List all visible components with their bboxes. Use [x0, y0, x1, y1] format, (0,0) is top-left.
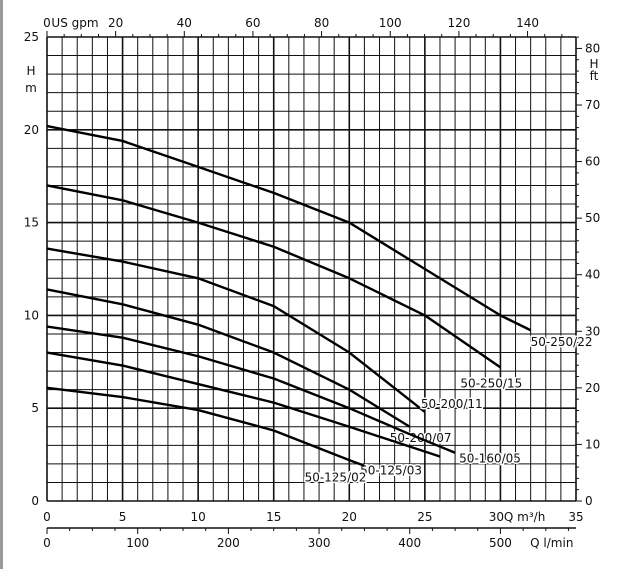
curve-label: 50-160/05 — [459, 452, 521, 466]
curve-50-160-05 — [46, 325, 456, 454]
gpm-tick-label: 40 — [177, 16, 192, 30]
ft-tick-label: 80 — [585, 41, 600, 55]
gpm-tick-label: 100 — [379, 16, 402, 30]
gpm-tick-label: 20 — [108, 16, 123, 30]
curve-label: 50-125/02 — [305, 471, 367, 485]
x-tick-label: 5 — [119, 510, 127, 524]
y-tick-label: 25 — [24, 30, 39, 44]
curve-label: 50-250/22 — [531, 335, 593, 349]
y-tick-label: 15 — [24, 216, 39, 230]
curve-50-250-22 — [46, 124, 532, 332]
ft-tick-label: 60 — [585, 155, 600, 169]
gpm-tick-label: 60 — [245, 16, 260, 30]
gpm-tick-label: 140 — [516, 16, 539, 30]
x-tick-label: 30 — [489, 510, 504, 524]
ft-tick-label: 0 — [585, 494, 593, 508]
y-tick-label: 0 — [31, 494, 39, 508]
y-tick-label: 10 — [24, 308, 39, 322]
curve-50-200-11 — [46, 247, 426, 413]
curve-label: 50-200/11 — [421, 397, 483, 411]
x-tick-label: 25 — [417, 510, 432, 524]
curve-label: 50-250/15 — [460, 376, 522, 390]
gpm-tick-label: 0 — [43, 16, 51, 30]
lmin-tick-label: 500 — [489, 536, 512, 550]
curve-50-125-03 — [46, 351, 441, 458]
x-tick-label: 20 — [342, 510, 357, 524]
x-tick-label: 35 — [568, 510, 583, 524]
ft-tick-label: 30 — [585, 324, 600, 338]
y-tick-label: 20 — [24, 123, 39, 137]
y-axis-label: H — [26, 64, 35, 78]
y-tick-label: 5 — [31, 401, 39, 415]
lmin-tick-label: 100 — [126, 536, 149, 550]
lmin-tick-label: 300 — [308, 536, 331, 550]
gpm-tick-label: 120 — [447, 16, 470, 30]
x-tick-label: 0 — [43, 510, 51, 524]
gpm-axis-label: US gpm — [51, 16, 98, 30]
x-axis-label: Q m³/h — [504, 510, 545, 524]
lmin-axis-label: Q l/min — [530, 536, 573, 550]
lmin-tick-label: 200 — [217, 536, 240, 550]
x-tick-label: 10 — [191, 510, 206, 524]
right-axis-label: H — [589, 57, 598, 71]
curve-50-200-07 — [46, 288, 411, 428]
curve-label: 50-125/03 — [360, 463, 422, 477]
gpm-tick-label: 80 — [314, 16, 329, 30]
curve-50-250-15 — [46, 184, 502, 369]
right-axis-unit: ft — [590, 69, 599, 83]
ft-tick-label: 50 — [585, 211, 600, 225]
lmin-tick-label: 0 — [43, 536, 51, 550]
y-axis-unit: m — [25, 81, 37, 95]
ft-tick-label: 20 — [585, 381, 600, 395]
lmin-tick-label: 400 — [398, 536, 421, 550]
ft-tick-label: 10 — [585, 437, 600, 451]
ft-tick-label: 40 — [585, 268, 600, 282]
x-tick-label: 15 — [266, 510, 281, 524]
ft-tick-label: 70 — [585, 98, 600, 112]
curve-50-125-02 — [46, 386, 365, 467]
